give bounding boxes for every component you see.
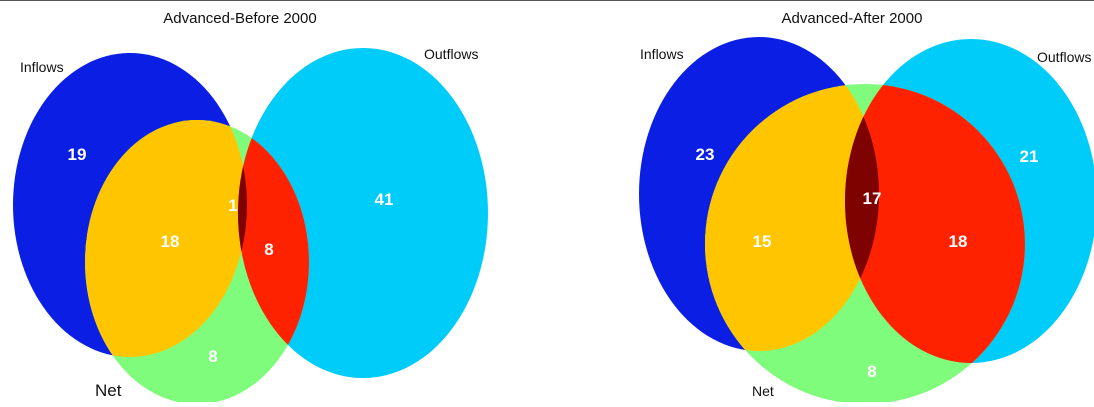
count-inflows-only: 19 [68,145,87,164]
outflows-label: Outflows [424,46,478,62]
inflows-net-overlap [85,120,247,357]
count-outflows-net: 8 [264,240,273,259]
outflows-label: Outflows [1037,49,1091,65]
count-outflows-only: 41 [375,190,394,209]
count-net-only: 8 [208,347,217,366]
inflows-label: Inflows [640,46,684,62]
count-inflows-net: 15 [753,232,772,251]
inflows-label: Inflows [20,59,64,75]
venn-diagram-before-2000: Advanced-Before 2000 Inflows Outflows Ne… [13,10,488,404]
count-outflows-net: 18 [949,232,968,251]
count-inflows-only: 23 [696,145,715,164]
count-inflows-net: 18 [161,232,180,251]
top-border [0,0,1094,1]
venn-diagram-after-2000: Advanced-After 2000 Inflows Outflows Net… [639,10,1094,404]
outflows-net-overlap [845,84,1025,363]
diagram-title: Advanced-After 2000 [782,10,923,27]
diagram-title: Advanced-Before 2000 [163,10,316,27]
count-all-three: 17 [863,189,882,208]
inflows-net-overlap [705,84,879,351]
count-net-only: 8 [867,362,876,381]
net-label: Net [752,383,774,399]
net-label: Net [95,381,122,400]
count-outflows-only: 21 [1020,147,1039,166]
count-all-three: 1 [228,196,237,215]
